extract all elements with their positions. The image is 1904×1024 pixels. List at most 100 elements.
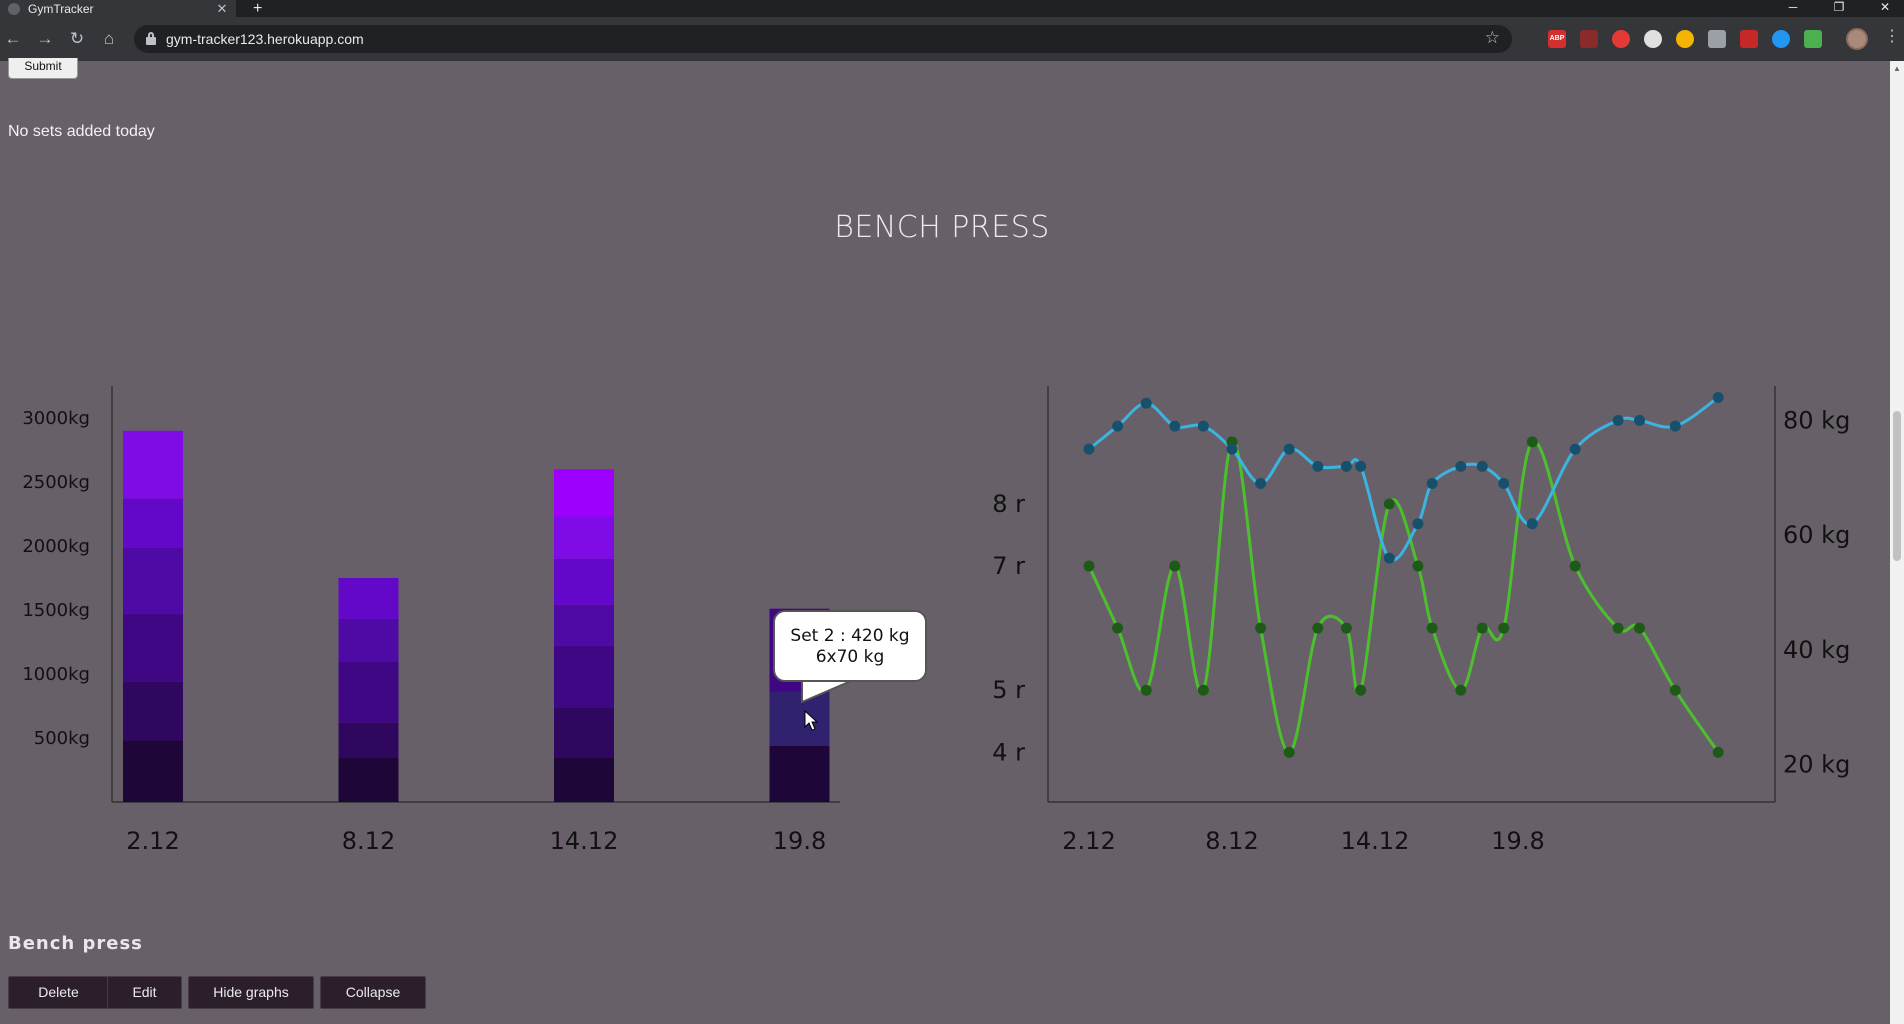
- reload-icon[interactable]: ↻: [69, 29, 85, 48]
- collapse-button[interactable]: Collapse: [320, 976, 426, 1009]
- new-tab-button[interactable]: +: [253, 0, 263, 17]
- weight-point[interactable]: [1355, 460, 1367, 472]
- back-icon[interactable]: ←: [4, 29, 22, 48]
- weight-point[interactable]: [1226, 443, 1238, 455]
- bar-segment[interactable]: [769, 691, 830, 746]
- bookmark-star-icon[interactable]: ☆: [1484, 28, 1500, 47]
- bar-segment[interactable]: [554, 645, 614, 708]
- bar-segment[interactable]: [338, 618, 399, 662]
- profile-avatar[interactable]: [1846, 28, 1868, 50]
- reps-point[interactable]: [1569, 560, 1581, 572]
- reps-point[interactable]: [1340, 622, 1352, 634]
- browser-menu-icon[interactable]: ⋮: [1884, 28, 1900, 45]
- reps-point[interactable]: [1169, 560, 1181, 572]
- reps-point[interactable]: [1355, 684, 1367, 696]
- weight-point[interactable]: [1383, 552, 1395, 564]
- reps-point[interactable]: [1197, 684, 1209, 696]
- weight-point[interactable]: [1634, 414, 1646, 426]
- weight-point[interactable]: [1255, 478, 1267, 490]
- weight-point[interactable]: [1455, 460, 1467, 472]
- weight-point[interactable]: [1426, 478, 1438, 490]
- weight-point[interactable]: [1197, 420, 1209, 432]
- line-right-tick-label: 20 kg: [1783, 751, 1850, 779]
- home-icon[interactable]: ⌂: [103, 29, 115, 48]
- white-circle-extension-icon[interactable]: [1644, 30, 1662, 48]
- bar-segment[interactable]: [554, 604, 614, 646]
- reps-point[interactable]: [1612, 622, 1624, 634]
- weight-point[interactable]: [1169, 420, 1181, 432]
- bar-segment[interactable]: [769, 745, 830, 802]
- bar-segment[interactable]: [554, 516, 614, 559]
- weight-point[interactable]: [1140, 397, 1152, 409]
- weight-point[interactable]: [1112, 420, 1124, 432]
- delete-button[interactable]: Delete: [8, 976, 109, 1009]
- bar-segment[interactable]: [123, 430, 183, 499]
- video-extension-icon[interactable]: [1740, 30, 1758, 48]
- bar-segment[interactable]: [338, 578, 399, 619]
- bar-segment[interactable]: [123, 498, 183, 548]
- reps-point[interactable]: [1426, 622, 1438, 634]
- weight-point[interactable]: [1283, 443, 1295, 455]
- window-close-icon[interactable]: ✕: [1879, 0, 1891, 14]
- bar-segment[interactable]: [123, 547, 183, 614]
- volume-bar-chart[interactable]: 500kg 1000kg 1500kg 2000kg 2500kg 3000kg 2.12 8…: [22, 386, 840, 855]
- minimize-icon[interactable]: ─: [1788, 0, 1798, 14]
- adblock-extension-icon[interactable]: ABP: [1548, 30, 1566, 48]
- new-extension-icon[interactable]: [1804, 30, 1822, 48]
- bar-segment[interactable]: [338, 661, 399, 723]
- reps-point[interactable]: [1283, 746, 1295, 758]
- reps-point[interactable]: [1476, 622, 1488, 634]
- weight-point[interactable]: [1669, 420, 1681, 432]
- orange-extension-icon[interactable]: [1676, 30, 1694, 48]
- weight-point[interactable]: [1340, 460, 1352, 472]
- reps-point[interactable]: [1412, 560, 1424, 572]
- close-tab-icon[interactable]: ✕: [216, 0, 228, 16]
- reps-point[interactable]: [1669, 684, 1681, 696]
- weight-point[interactable]: [1498, 478, 1510, 490]
- reps-point[interactable]: [1312, 622, 1324, 634]
- bar-segment[interactable]: [554, 757, 614, 802]
- weight-point[interactable]: [1712, 391, 1724, 403]
- browser-tab[interactable]: GymTracker ✕: [0, 0, 236, 17]
- pdf-extension-icon[interactable]: [1580, 30, 1598, 48]
- forward-icon[interactable]: →: [36, 29, 54, 48]
- reps-point[interactable]: [1526, 436, 1538, 448]
- favicon-icon: [8, 2, 20, 15]
- hide-graphs-button[interactable]: Hide graphs: [188, 976, 314, 1009]
- weight-point[interactable]: [1083, 443, 1095, 455]
- reps-point[interactable]: [1712, 746, 1724, 758]
- page-scrollbar[interactable]: ▲: [1890, 61, 1904, 1024]
- weight-point[interactable]: [1476, 460, 1488, 472]
- bar-segment[interactable]: [338, 722, 399, 758]
- address-bar[interactable]: gym-tracker123.herokuapp.com ☆: [134, 25, 1512, 53]
- reps-point[interactable]: [1498, 622, 1510, 634]
- edit-button[interactable]: Edit: [107, 976, 182, 1009]
- bar-segment[interactable]: [123, 681, 183, 741]
- bar-segment[interactable]: [123, 613, 183, 682]
- blue-gear-extension-icon[interactable]: [1772, 30, 1790, 48]
- reps-point[interactable]: [1383, 498, 1395, 510]
- bar-segment[interactable]: [338, 757, 399, 802]
- weight-point[interactable]: [1526, 518, 1538, 530]
- reps-point[interactable]: [1634, 622, 1646, 634]
- weight-reps-line-chart[interactable]: 2.12 8.12 14.12 19.8 20 kg 40 kg 60 kg 80 kg 4 r…: [992, 386, 1850, 855]
- weight-point[interactable]: [1412, 518, 1424, 530]
- bar-segment[interactable]: [554, 707, 614, 758]
- weight-point[interactable]: [1312, 460, 1324, 472]
- reps-point[interactable]: [1140, 684, 1152, 696]
- reps-point[interactable]: [1083, 560, 1095, 572]
- grey-extension-icon[interactable]: [1708, 30, 1726, 48]
- weight-point[interactable]: [1612, 414, 1624, 426]
- weight-point[interactable]: [1569, 443, 1581, 455]
- scroll-thumb[interactable]: [1893, 411, 1901, 561]
- restore-icon[interactable]: ❐: [1833, 0, 1845, 14]
- bar-segment[interactable]: [123, 740, 183, 802]
- bar-segment[interactable]: [554, 469, 614, 517]
- submit-button[interactable]: Submit: [8, 58, 78, 79]
- reps-point[interactable]: [1455, 684, 1467, 696]
- red-extension-icon[interactable]: [1612, 30, 1630, 48]
- reps-point[interactable]: [1112, 622, 1124, 634]
- scroll-up-icon[interactable]: ▲: [1893, 64, 1901, 73]
- bar-segment[interactable]: [554, 558, 614, 605]
- reps-point[interactable]: [1255, 622, 1267, 634]
